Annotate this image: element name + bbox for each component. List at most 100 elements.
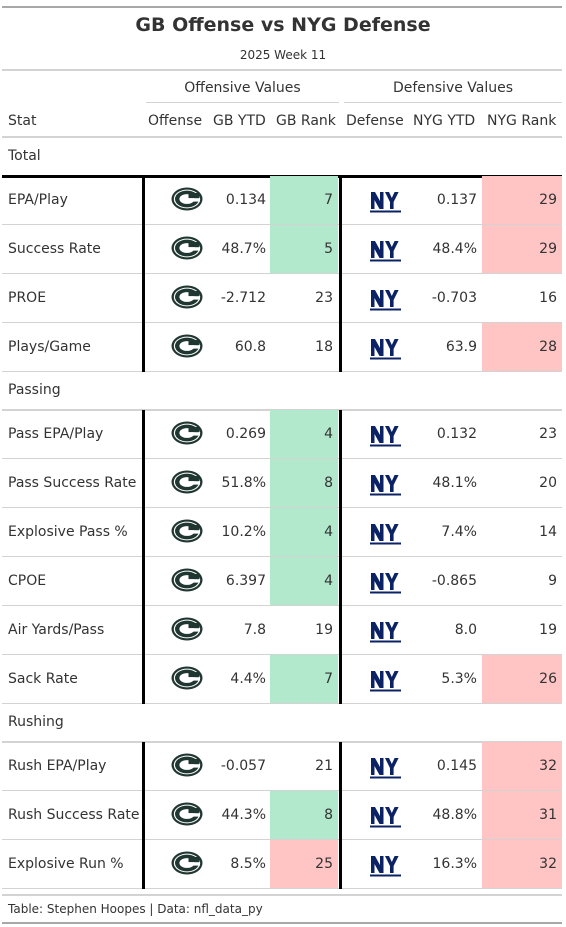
- packers-g-logo-icon: [171, 665, 203, 695]
- off-ytd-value: 60.8: [234, 339, 266, 355]
- def-ytd-value: 0.137: [436, 192, 477, 208]
- table-row: Explosive Pass % 10.2% 4 7.4% 14: [2, 508, 562, 557]
- off-rank-value: 23: [315, 290, 333, 306]
- off-ytd-value: 4.4%: [230, 671, 266, 687]
- def-ytd-value: 16.3%: [432, 856, 477, 872]
- group-rule: [2, 741, 562, 743]
- def-ytd-value: 7.4%: [441, 524, 477, 540]
- stat-name: CPOE: [8, 573, 47, 589]
- off-rank-highlight: [270, 791, 338, 840]
- column-header-defense: Defense: [346, 113, 404, 129]
- def-ytd-value: 63.9: [445, 339, 477, 355]
- top-rule: [2, 6, 562, 8]
- spanner-defense-line: [344, 102, 562, 103]
- stat-name: Pass Success Rate: [8, 475, 137, 491]
- off-rank-value: 4: [324, 426, 333, 442]
- stat-name: Rush Success Rate: [8, 807, 140, 823]
- column-separator: [142, 176, 145, 372]
- giants-ny-logo-icon: [370, 422, 402, 452]
- stat-name: Sack Rate: [8, 671, 78, 687]
- off-rank-highlight: [270, 557, 338, 606]
- packers-g-logo-icon: [171, 469, 203, 499]
- packers-g-logo-icon: [171, 333, 203, 363]
- def-ytd-value: -0.703: [431, 290, 477, 306]
- def-ytd-value: -0.865: [431, 573, 477, 589]
- row-rule: [2, 703, 562, 704]
- def-rank-value: 16: [539, 290, 557, 306]
- giants-ny-logo-icon: [370, 335, 402, 365]
- off-rank-value: 19: [315, 622, 333, 638]
- off-rank-value: 7: [324, 671, 333, 687]
- spanner-defense: Defensive Values: [392, 80, 514, 96]
- stat-name: Explosive Run %: [8, 856, 124, 872]
- def-rank-highlight: [482, 176, 562, 225]
- giants-ny-logo-icon: [370, 286, 402, 316]
- off-rank-highlight: [270, 410, 338, 459]
- def-rank-value: 26: [539, 671, 557, 687]
- row-rule: [2, 839, 562, 840]
- off-ytd-value: 0.134: [225, 192, 266, 208]
- footer-rule: [2, 894, 562, 896]
- table-row: Rush Success Rate 44.3% 8 48.8% 31: [2, 791, 562, 840]
- def-rank-highlight: [482, 323, 562, 372]
- def-ytd-value: 48.8%: [432, 807, 477, 823]
- bottom-rule: [2, 922, 562, 924]
- off-rank-value: 21: [315, 758, 333, 774]
- table-title: GB Offense vs NYG Defense: [135, 14, 431, 36]
- giants-ny-logo-icon: [370, 188, 402, 218]
- column-header-off-ytd: GB YTD: [213, 113, 266, 129]
- column-separator: [339, 176, 342, 372]
- packers-g-logo-icon: [171, 186, 203, 216]
- row-rule: [2, 458, 562, 459]
- off-ytd-value: 8.5%: [230, 856, 266, 872]
- def-rank-value: 9: [548, 573, 557, 589]
- off-ytd-value: 6.397: [225, 573, 266, 589]
- table-row: Explosive Run % 8.5% 25 16.3% 32: [2, 840, 562, 889]
- table-row: Pass Success Rate 51.8% 8 48.1% 20: [2, 459, 562, 508]
- table-row: Plays/Game 60.8 18 63.9 28: [2, 323, 562, 372]
- spanner-offense-line: [146, 102, 339, 103]
- row-rule: [2, 654, 562, 655]
- def-ytd-value: 48.4%: [432, 241, 477, 257]
- stat-name: Plays/Game: [8, 339, 91, 355]
- def-rank-value: 28: [539, 339, 557, 355]
- off-rank-value: 8: [324, 475, 333, 491]
- def-rank-value: 32: [539, 758, 557, 774]
- def-ytd-value: 48.1%: [432, 475, 477, 491]
- table-row: Pass EPA/Play 0.269 4 0.132 23: [2, 410, 562, 459]
- column-header-stat: Stat: [8, 113, 37, 129]
- def-rank-highlight: [482, 225, 562, 274]
- def-rank-value: 31: [539, 807, 557, 823]
- table-row: CPOE 6.397 4 -0.865 9: [2, 557, 562, 606]
- stat-name: PROE: [8, 290, 47, 306]
- packers-g-logo-icon: [171, 801, 203, 831]
- group-label-total: Total: [8, 148, 41, 164]
- off-ytd-value: 44.3%: [221, 807, 266, 823]
- stat-name: Success Rate: [8, 241, 101, 257]
- def-ytd-value: 0.132: [436, 426, 477, 442]
- off-ytd-value: 0.269: [225, 426, 266, 442]
- row-rule: [2, 556, 562, 557]
- row-rule: [2, 224, 562, 225]
- column-header-def-ytd: NYG YTD: [413, 113, 476, 129]
- giants-ny-logo-icon: [370, 618, 402, 648]
- off-ytd-value: 51.8%: [221, 475, 266, 491]
- off-rank-value: 4: [324, 524, 333, 540]
- off-ytd-value: 48.7%: [221, 241, 266, 257]
- off-ytd-value: -2.712: [220, 290, 266, 306]
- column-separator: [142, 742, 145, 889]
- off-rank-highlight: [270, 508, 338, 557]
- giants-ny-logo-icon: [370, 569, 402, 599]
- def-ytd-value: 5.3%: [441, 671, 477, 687]
- off-rank-highlight: [270, 176, 338, 225]
- off-rank-value: 4: [324, 573, 333, 589]
- column-header-offense: Offense: [148, 113, 203, 129]
- row-rule: [2, 371, 562, 372]
- column-header-rule: [2, 136, 562, 138]
- packers-g-logo-icon: [171, 284, 203, 314]
- stat-name: Rush EPA/Play: [8, 758, 107, 774]
- column-header-def-rank: NYG Rank: [487, 113, 557, 129]
- row-rule: [2, 273, 562, 274]
- off-rank-highlight: [270, 225, 338, 274]
- off-rank-highlight: [270, 459, 338, 508]
